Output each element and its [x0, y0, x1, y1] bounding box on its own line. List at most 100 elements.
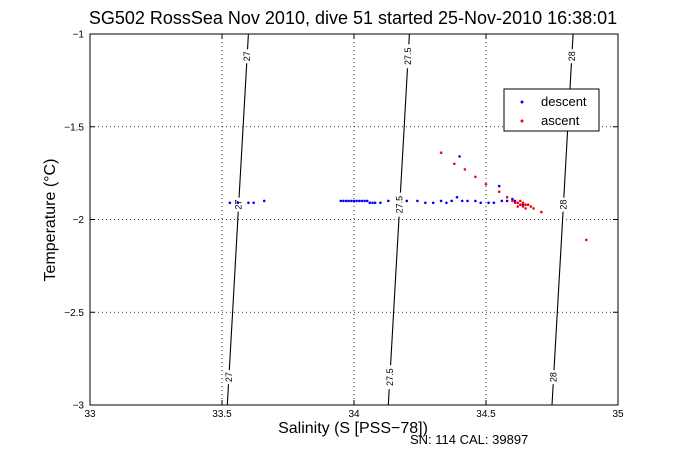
y-tick-label: −2	[73, 215, 85, 226]
descent-point	[379, 201, 382, 205]
descent-point	[497, 184, 501, 188]
descent-point	[387, 199, 390, 203]
descent-point	[458, 155, 461, 158]
descent-point	[492, 201, 496, 205]
descent-point	[247, 201, 250, 205]
ascent-point	[519, 199, 522, 203]
ascent-point	[453, 162, 456, 166]
descent-point	[405, 199, 409, 203]
contour-label-27: 27	[242, 51, 252, 61]
descent-point	[352, 199, 356, 203]
ascent-point	[474, 175, 477, 179]
descent-point	[439, 199, 443, 203]
y-tick-label: −1	[73, 30, 85, 41]
ascent-point	[484, 183, 488, 186]
descent-point	[355, 199, 358, 203]
descent-point	[358, 199, 361, 203]
chart-title: SG502 RossSea Nov 2010, dive 51 started …	[89, 8, 617, 28]
descent-point	[262, 199, 266, 203]
contour-label-27-5: 27.5	[395, 196, 405, 214]
ascent-point	[497, 190, 501, 193]
x-tick-label: 35	[612, 409, 624, 420]
x-axis-label: Salinity (S [PSS−78])	[278, 420, 428, 437]
contour-label-28: 28	[567, 51, 577, 61]
legend-marker-ascent	[520, 119, 524, 123]
contour-label-background	[558, 197, 569, 212]
isopycnal-27	[226, 33, 249, 406]
descent-point	[424, 201, 427, 205]
legend-label-descent: descent	[541, 94, 587, 109]
descent-point	[521, 203, 525, 206]
descent-point	[416, 199, 419, 203]
legend: descent ascent	[503, 88, 600, 132]
data-points	[228, 151, 588, 242]
ascent-point	[585, 238, 588, 242]
contour-label-background	[403, 44, 414, 69]
ascent-point	[524, 203, 527, 206]
legend-box	[503, 88, 600, 132]
y-tick-label: −2.5	[64, 308, 84, 319]
ascent-point	[532, 207, 535, 210]
descent-point	[371, 201, 374, 205]
contour-label-background	[566, 49, 577, 64]
descent-point	[350, 199, 353, 203]
x-tick-label: 33	[84, 409, 96, 420]
y-tick-label: −1.5	[64, 122, 84, 133]
ascent-point	[526, 203, 530, 206]
descent-point	[474, 199, 477, 203]
axis-ticks: 33 33.5 34 34.5 35 −3 −2.5 −2 −1.5 −1	[64, 30, 624, 421]
contour-label-27-5: 27.5	[403, 47, 413, 65]
ascent-point	[463, 168, 467, 171]
descent-point	[505, 199, 509, 203]
x-tick-label: 33.5	[212, 409, 232, 420]
descent-point	[342, 199, 345, 203]
descent-point	[228, 201, 232, 205]
ascent-point	[439, 151, 443, 154]
contour-label-background	[394, 192, 405, 217]
descent-point	[252, 201, 255, 205]
contour-label-background	[242, 49, 253, 64]
descent-point	[455, 195, 459, 199]
descent-point	[360, 199, 364, 203]
legend-marker-descent	[520, 100, 524, 104]
descent-point	[450, 199, 454, 203]
descent-point	[373, 201, 377, 205]
legend-label-ascent: ascent	[541, 113, 580, 128]
descent-point	[466, 199, 469, 203]
ascent-point	[540, 210, 543, 214]
descent-point	[513, 199, 517, 203]
descent-point	[445, 201, 448, 205]
descent-point	[344, 199, 348, 203]
descent-point	[431, 201, 435, 205]
descent-point	[479, 201, 483, 205]
contour-label-background	[548, 370, 559, 385]
ascent-point	[529, 205, 533, 208]
descent-point	[487, 201, 490, 205]
ascent-point	[516, 205, 519, 208]
contour-label-27-5: 27.5	[385, 368, 395, 386]
contour-label-28: 28	[558, 200, 568, 210]
ascent-point	[519, 203, 522, 206]
ascent-point	[511, 199, 514, 203]
descent-point	[339, 199, 343, 203]
descent-point	[368, 201, 372, 205]
descent-point	[236, 201, 240, 205]
descent-point	[363, 199, 366, 203]
contour-label-27: 27	[224, 372, 234, 382]
density-contours: 27 27 27 27.5 27.5 27.5 28 28 28	[223, 33, 577, 406]
ascent-point	[521, 201, 525, 205]
descent-point	[500, 199, 504, 203]
ascent-point	[521, 205, 525, 208]
serial-calibration-note: SN: 114 CAL: 39897	[410, 432, 528, 447]
descent-point	[347, 199, 351, 203]
contour-label-background	[223, 370, 234, 385]
x-tick-label: 34.5	[476, 409, 496, 420]
descent-point	[511, 197, 514, 201]
x-tick-label: 34	[348, 409, 360, 420]
isopycnal-27-5	[387, 33, 410, 406]
ascent-point	[505, 195, 509, 199]
ascent-point	[524, 207, 527, 210]
ascent-point	[516, 201, 519, 205]
contour-label-background	[233, 197, 244, 212]
